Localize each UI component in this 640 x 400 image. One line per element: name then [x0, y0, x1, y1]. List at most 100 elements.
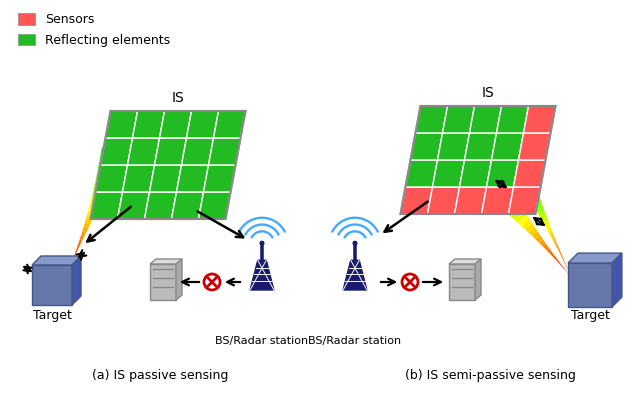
Polygon shape [472, 164, 502, 190]
Polygon shape [518, 215, 530, 226]
Polygon shape [569, 274, 572, 278]
Polygon shape [93, 189, 107, 198]
Polygon shape [95, 165, 127, 192]
Polygon shape [532, 200, 542, 207]
Polygon shape [559, 251, 562, 255]
Text: Target: Target [33, 309, 72, 322]
Polygon shape [465, 155, 497, 184]
Text: BS/Radar station: BS/Radar station [308, 336, 401, 346]
Polygon shape [415, 106, 447, 133]
Polygon shape [454, 187, 486, 214]
Polygon shape [154, 138, 186, 165]
Polygon shape [550, 234, 555, 239]
Polygon shape [484, 177, 508, 198]
Polygon shape [518, 133, 550, 160]
Polygon shape [145, 192, 177, 219]
Polygon shape [536, 207, 544, 213]
Polygon shape [186, 111, 218, 138]
Polygon shape [529, 193, 540, 200]
Polygon shape [545, 224, 550, 229]
Polygon shape [449, 259, 481, 264]
Polygon shape [79, 235, 84, 240]
Polygon shape [72, 256, 81, 305]
Polygon shape [570, 275, 572, 278]
Polygon shape [90, 202, 100, 210]
Polygon shape [546, 247, 552, 253]
Polygon shape [132, 111, 164, 138]
Polygon shape [92, 194, 105, 202]
Polygon shape [523, 182, 536, 191]
Polygon shape [96, 172, 116, 184]
Polygon shape [566, 265, 568, 268]
Polygon shape [540, 214, 547, 220]
Polygon shape [543, 243, 548, 250]
Polygon shape [521, 179, 535, 188]
Circle shape [204, 274, 220, 290]
Polygon shape [563, 258, 564, 262]
Polygon shape [150, 264, 176, 300]
Polygon shape [499, 194, 517, 210]
Polygon shape [539, 240, 546, 246]
Polygon shape [532, 232, 540, 239]
Polygon shape [84, 219, 92, 225]
Polygon shape [172, 192, 204, 219]
Polygon shape [525, 186, 537, 194]
Polygon shape [556, 259, 560, 264]
Polygon shape [486, 160, 518, 187]
Polygon shape [97, 168, 118, 180]
Polygon shape [519, 175, 534, 185]
Polygon shape [554, 241, 557, 245]
Polygon shape [100, 155, 125, 169]
Polygon shape [68, 268, 70, 272]
Polygon shape [99, 160, 124, 173]
Polygon shape [83, 223, 90, 229]
Polygon shape [100, 151, 128, 166]
Polygon shape [204, 165, 236, 192]
Polygon shape [515, 211, 527, 223]
Polygon shape [122, 165, 154, 192]
Polygon shape [538, 210, 545, 216]
Polygon shape [524, 106, 556, 133]
Polygon shape [433, 160, 465, 187]
Polygon shape [561, 254, 563, 258]
Polygon shape [541, 217, 548, 223]
Polygon shape [81, 231, 86, 236]
Polygon shape [74, 252, 77, 256]
Polygon shape [70, 264, 72, 268]
Polygon shape [543, 220, 549, 226]
Polygon shape [492, 186, 513, 204]
Polygon shape [549, 251, 554, 256]
Polygon shape [513, 160, 545, 187]
Polygon shape [557, 248, 560, 252]
Polygon shape [78, 239, 82, 244]
Polygon shape [127, 138, 159, 165]
Polygon shape [534, 203, 543, 210]
Polygon shape [568, 253, 622, 263]
Polygon shape [182, 138, 214, 165]
Polygon shape [95, 181, 111, 191]
Polygon shape [475, 259, 481, 300]
Polygon shape [406, 160, 438, 187]
Polygon shape [567, 268, 569, 271]
Polygon shape [428, 187, 460, 214]
Polygon shape [95, 176, 114, 187]
Polygon shape [83, 227, 88, 233]
Polygon shape [477, 168, 504, 192]
Polygon shape [525, 223, 535, 233]
Polygon shape [87, 210, 96, 217]
Circle shape [402, 274, 418, 290]
Polygon shape [106, 111, 138, 138]
Polygon shape [470, 106, 502, 133]
Polygon shape [564, 261, 566, 265]
Circle shape [259, 241, 264, 246]
Polygon shape [511, 207, 525, 220]
Polygon shape [612, 253, 622, 307]
Polygon shape [507, 203, 522, 217]
Polygon shape [410, 133, 442, 160]
Polygon shape [343, 260, 367, 290]
Polygon shape [250, 260, 274, 290]
Polygon shape [460, 160, 492, 187]
Text: (b) IS semi-passive sensing: (b) IS semi-passive sensing [404, 369, 575, 382]
Text: IS: IS [172, 91, 184, 105]
Polygon shape [488, 182, 510, 201]
